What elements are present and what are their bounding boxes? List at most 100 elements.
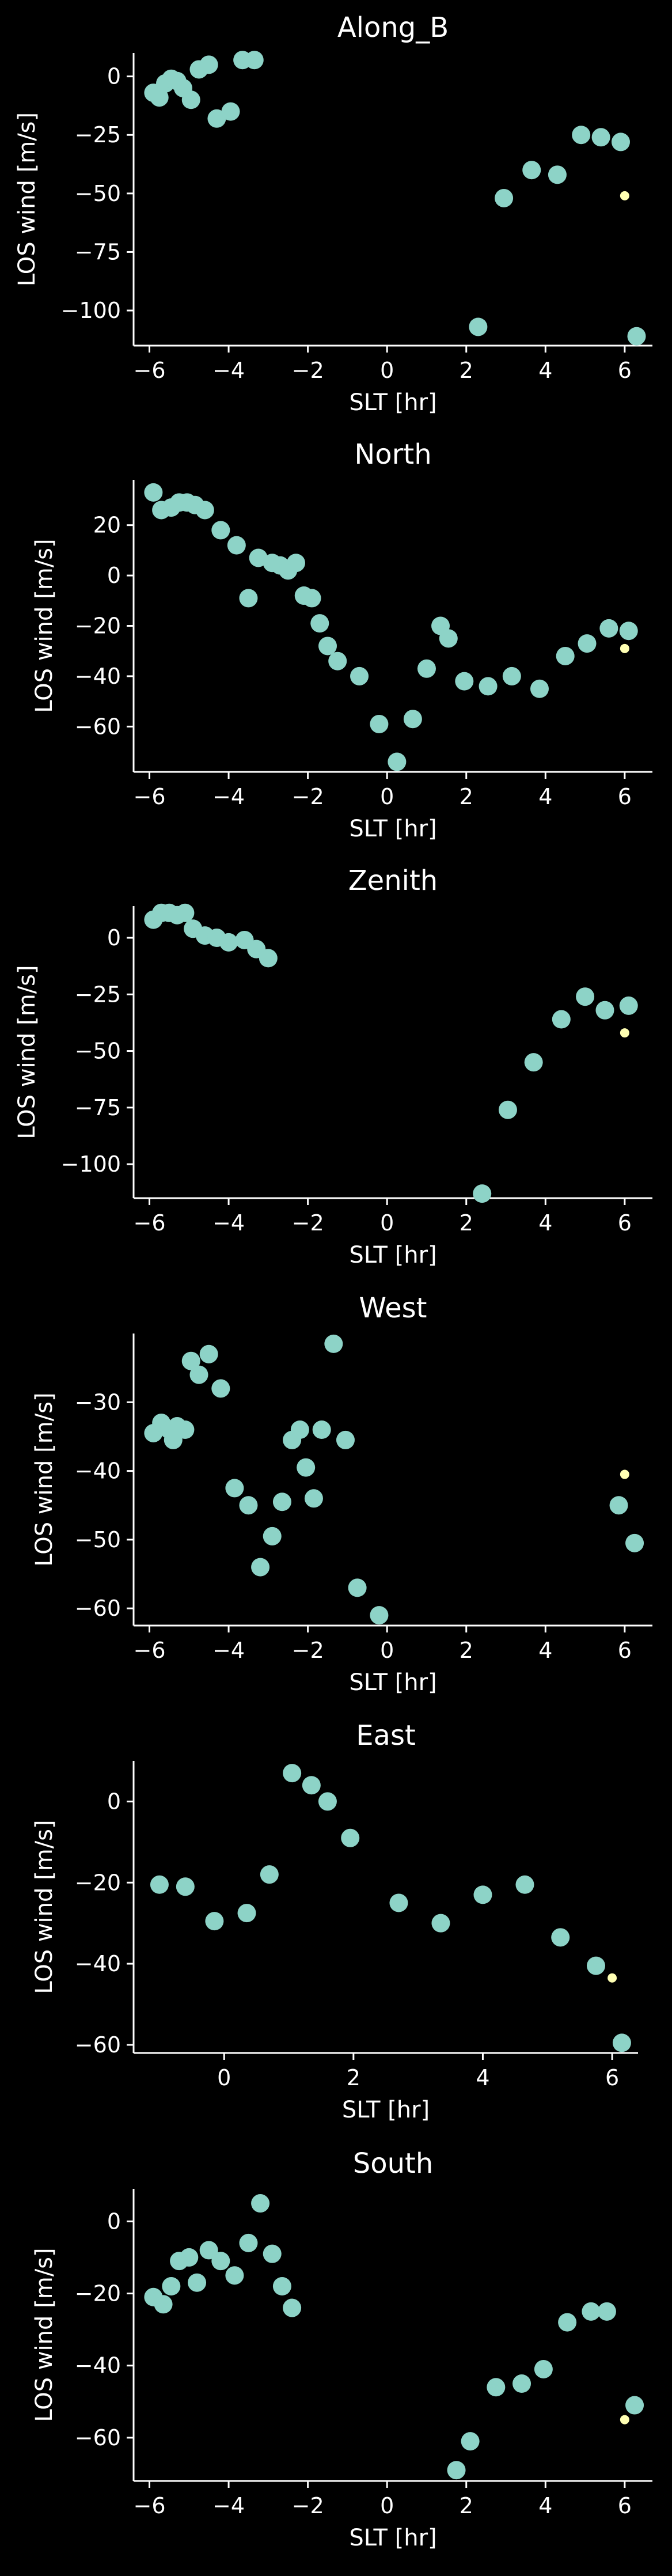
- zenith-x-tick-label: 6: [618, 1210, 632, 1236]
- west-y-tick-label: −50: [75, 1527, 121, 1552]
- west-data-point: [211, 1379, 230, 1398]
- west-x-tick-label: −4: [212, 1638, 245, 1663]
- south-data-point: [272, 2277, 291, 2295]
- south-data-point: [487, 2378, 506, 2397]
- south-data-point: [239, 2233, 258, 2252]
- along-b-data-point: [495, 188, 514, 207]
- south-data-point: [283, 2298, 302, 2317]
- south-y-tick-label: −40: [75, 2353, 121, 2378]
- north-data-point: [439, 629, 458, 648]
- north-data-point: [619, 622, 638, 641]
- north-data-point: [370, 714, 389, 733]
- west-x-tick-label: −6: [133, 1638, 165, 1663]
- north-data-point: [403, 710, 422, 729]
- zenith-title: Zenith: [348, 865, 438, 897]
- along-b-data-point: [611, 132, 630, 151]
- north-data-point: [302, 589, 321, 608]
- north-data-point: [239, 589, 258, 608]
- north-data-point: [286, 554, 305, 573]
- zenith-y-tick-label: −100: [61, 1151, 121, 1177]
- zenith-highlight-point: [620, 1028, 629, 1038]
- east-highlight-point: [608, 1973, 617, 1983]
- along-b-x-tick-label: 2: [460, 358, 473, 383]
- along-b-data-point: [469, 317, 488, 336]
- west-x-tick-label: 4: [538, 1638, 552, 1663]
- zenith-data-point: [595, 1001, 614, 1020]
- zenith-data-point: [619, 996, 638, 1015]
- east-x-tick-label: 4: [476, 2065, 489, 2090]
- west-data-point: [176, 1420, 195, 1439]
- zenith-data-point: [176, 903, 195, 922]
- north-data-point: [318, 637, 337, 656]
- north-data-point: [195, 501, 214, 520]
- west-data-point: [164, 1430, 183, 1449]
- north-data-point: [144, 483, 163, 502]
- zenith-y-tick-label: −50: [75, 1039, 121, 1064]
- along-b-y-tick-label: 0: [107, 64, 121, 89]
- north-data-point: [211, 521, 230, 540]
- west-ylabel: LOS wind [m/s]: [31, 1392, 58, 1566]
- zenith-data-point: [473, 1184, 492, 1203]
- north-y-tick-label: −20: [75, 613, 121, 639]
- along-b-data-point: [522, 161, 541, 180]
- west-highlight-point: [620, 1469, 629, 1479]
- zenith-x-tick-label: −2: [292, 1210, 324, 1236]
- south-data-point: [199, 2241, 218, 2260]
- north-ylabel: LOS wind [m/s]: [31, 539, 58, 713]
- north-data-point: [556, 646, 575, 665]
- south-ylabel: LOS wind [m/s]: [31, 2248, 58, 2422]
- west-x-tick-label: 6: [618, 1638, 632, 1663]
- along-b-x-tick-label: 4: [538, 358, 552, 383]
- west-x-tick-label: 2: [460, 1638, 473, 1663]
- along-b-data-point: [591, 128, 610, 147]
- north-data-point: [455, 672, 474, 691]
- south-x-tick-label: 4: [538, 2493, 552, 2518]
- north-xlabel: SLT [hr]: [349, 816, 436, 842]
- south-data-point: [512, 2374, 531, 2393]
- along-b-x-tick-label: 6: [618, 358, 632, 383]
- west-data-point: [263, 1526, 282, 1545]
- north-x-tick-label: −4: [212, 784, 245, 809]
- east-y-tick-label: −60: [75, 2032, 121, 2058]
- west-data-point: [199, 1344, 218, 1363]
- south-x-tick-label: −6: [133, 2493, 165, 2518]
- east-y-tick-label: −20: [75, 1870, 121, 1895]
- along-b-y-tick-label: −50: [75, 181, 121, 206]
- north-x-tick-label: 2: [460, 784, 473, 809]
- south-data-point: [558, 2313, 577, 2332]
- along-b-xlabel: SLT [hr]: [349, 389, 436, 416]
- along-b-y-tick-label: −75: [75, 239, 121, 264]
- south-data-point: [154, 2295, 173, 2314]
- west-x-tick-label: 0: [380, 1638, 394, 1663]
- west-x-tick-label: −2: [292, 1638, 324, 1663]
- zenith-ylabel: LOS wind [m/s]: [14, 965, 40, 1139]
- along-b-data-point: [221, 102, 240, 121]
- along-b-x-tick-label: −2: [292, 358, 324, 383]
- west-data-point: [189, 1365, 208, 1384]
- east-x-tick-label: 6: [605, 2065, 619, 2090]
- zenith-data-point: [576, 987, 595, 1006]
- south-x-tick-label: −4: [212, 2493, 245, 2518]
- north-data-point: [249, 548, 268, 567]
- along-b-x-tick-label: −4: [212, 358, 245, 383]
- east-y-tick-label: 0: [107, 1789, 121, 1814]
- west-data-point: [304, 1489, 323, 1508]
- zenith-data-point: [259, 949, 278, 968]
- east-data-point: [205, 1912, 224, 1931]
- west-data-point: [348, 1578, 367, 1597]
- west-data-point: [312, 1420, 331, 1439]
- east-x-tick-label: 2: [347, 2065, 360, 2090]
- east-data-point: [176, 1877, 195, 1896]
- east-data-point: [283, 1764, 302, 1783]
- south-data-point: [263, 2244, 282, 2263]
- zenith-x-tick-label: −6: [133, 1210, 165, 1236]
- west-data-point: [609, 1496, 628, 1515]
- south-y-tick-label: 0: [107, 2208, 121, 2234]
- north-x-tick-label: 4: [538, 784, 552, 809]
- north-data-point: [599, 619, 618, 638]
- east-data-point: [318, 1792, 337, 1811]
- zenith-data-point: [552, 1010, 571, 1029]
- north-data-point: [388, 752, 407, 771]
- along-b-highlight-point: [620, 191, 629, 200]
